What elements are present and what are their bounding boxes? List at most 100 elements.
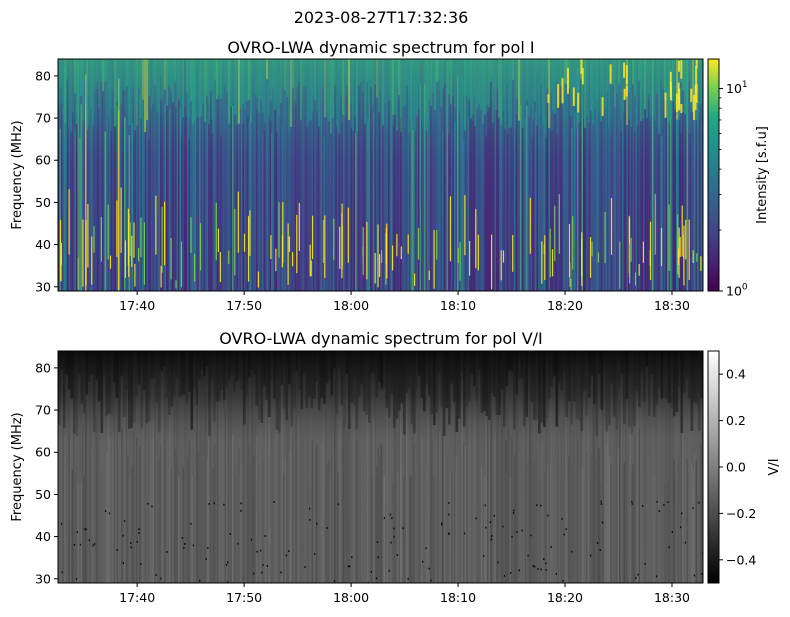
- ratio-dot: [402, 527, 404, 530]
- ratio-dot: [565, 528, 567, 531]
- colorbar-label-pol-v-over-i: V/I: [767, 458, 782, 475]
- burst-streak-upper: [675, 93, 678, 112]
- figure-suptitle: 2023-08-27T17:32:36: [294, 8, 469, 27]
- ratio-dot: [641, 504, 644, 507]
- ratio-dot: [389, 513, 392, 516]
- ratio-dot: [130, 546, 132, 549]
- ratio-dot: [631, 500, 633, 503]
- ratio-dot: [260, 549, 262, 552]
- panel-title-pol-i: OVRO-LWA dynamic spectrum for pol I: [227, 38, 534, 57]
- burst-streak: [529, 197, 531, 254]
- ratio-dot: [266, 565, 269, 567]
- burst-streak: [572, 216, 574, 270]
- colorbar-tick-label: 0.4: [726, 367, 746, 382]
- ratio-dot: [393, 527, 395, 530]
- burst-streak-upper: [695, 65, 698, 92]
- ratio-dot: [309, 518, 311, 521]
- ratio-dot: [370, 570, 372, 573]
- y-tick-label: 30: [35, 571, 51, 586]
- ratio-dot: [532, 565, 534, 568]
- burst-streak: [298, 202, 300, 251]
- ratio-dot: [388, 569, 390, 572]
- panel-title-pol-v-over-i: OVRO-LWA dynamic spectrum for pol V/I: [219, 329, 543, 348]
- ratio-dot: [393, 535, 395, 538]
- ratio-dot: [104, 510, 107, 512]
- ratio-dot: [635, 577, 637, 579]
- burst-streak: [400, 246, 402, 260]
- burst-streak-upper: [623, 62, 626, 78]
- ratio-dot: [599, 549, 601, 551]
- burst-streak: [500, 250, 502, 281]
- burst-streak: [134, 263, 136, 287]
- burst-streak-upper: [580, 59, 583, 74]
- ratio-dot: [536, 504, 538, 507]
- ratio-dot: [240, 502, 242, 505]
- burst-streak: [309, 244, 311, 277]
- ratio-dot: [313, 553, 316, 555]
- ratio-dot: [93, 543, 96, 545]
- ratio-dot: [693, 574, 696, 577]
- ratio-dot: [510, 572, 512, 574]
- x-tick-label: 18:10: [440, 298, 476, 313]
- ratio-dot: [680, 526, 682, 529]
- ratio-dot: [138, 528, 140, 531]
- ratio-dot: [383, 517, 386, 519]
- colorbar-tick-label: −0.4: [726, 552, 756, 567]
- ratio-dot: [79, 543, 82, 546]
- burst-streak: [512, 235, 514, 272]
- ratio-dot: [663, 504, 665, 506]
- burst-streak: [464, 195, 466, 256]
- burst-streak-upper: [577, 92, 580, 113]
- burst-streak: [107, 204, 109, 260]
- ratio-dot: [631, 502, 633, 505]
- burst-streak: [491, 234, 493, 290]
- burst-streak: [347, 207, 349, 263]
- ratio-dot: [540, 568, 542, 571]
- burst-streak-upper: [581, 68, 584, 85]
- ratio-dot: [223, 503, 225, 506]
- ratio-dot: [351, 556, 353, 559]
- burst-streak: [120, 187, 122, 253]
- burst-streak-upper: [680, 60, 683, 79]
- ratio-dot: [140, 563, 142, 565]
- ratio-dot: [76, 531, 78, 534]
- ratio-dot: [545, 562, 547, 565]
- ratio-dot: [589, 554, 592, 557]
- panel-pol-i: OVRO-LWA dynamic spectrum for pol I 17:4…: [10, 38, 770, 313]
- burst-streak-upper: [678, 60, 680, 72]
- ratio-dot: [543, 558, 545, 560]
- ratio-dot: [280, 571, 282, 574]
- burst-streak: [568, 224, 571, 278]
- burst-streak: [597, 252, 599, 263]
- burst-streak: [310, 260, 312, 277]
- burst-streak: [296, 214, 298, 274]
- ratio-dot: [316, 522, 318, 525]
- burst-streak: [558, 194, 560, 254]
- colorbar-pol-i: [708, 59, 719, 291]
- burst-streak: [228, 250, 230, 265]
- ratio-dot: [656, 500, 658, 503]
- y-tick-label: 80: [35, 68, 51, 83]
- burst-streak: [554, 205, 556, 261]
- burst-streak: [385, 228, 387, 265]
- y-tick-label: 80: [35, 360, 51, 375]
- heatmap-dots-pol-v-over-i: [60, 500, 703, 583]
- axes-frame-pol-v-over-i: [57, 350, 704, 584]
- burst-streak: [237, 191, 239, 253]
- burst-streak: [270, 235, 272, 259]
- burst-streak-upper: [623, 88, 626, 100]
- burst-streak: [551, 249, 554, 277]
- ratio-dot: [136, 540, 138, 543]
- burst-streak-upper: [690, 88, 693, 102]
- burst-streak: [414, 273, 416, 286]
- burst-streak: [324, 215, 326, 278]
- burst-streak: [688, 219, 690, 280]
- burst-streak: [630, 237, 632, 262]
- burst-streak: [59, 219, 62, 281]
- ratio-dot: [261, 571, 263, 574]
- burst-streak: [649, 221, 652, 280]
- burst-streak: [333, 218, 335, 261]
- ratio-dot: [422, 560, 424, 563]
- burst-streak: [428, 270, 430, 280]
